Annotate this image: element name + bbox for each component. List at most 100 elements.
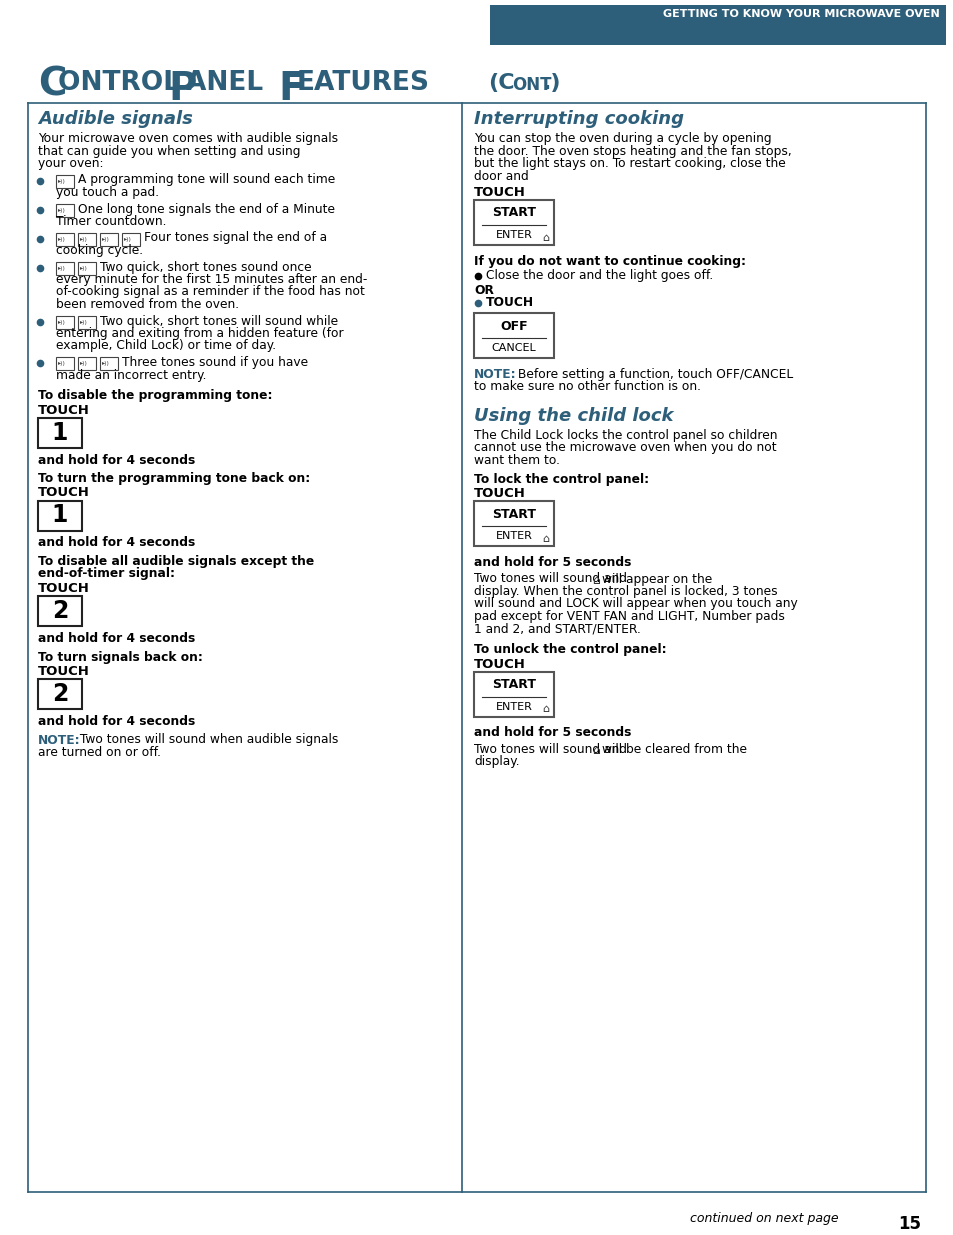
Text: ▸)): ▸)): [58, 362, 66, 367]
Bar: [100, 232, 118, 246]
Text: that can guide you when setting and using: that can guide you when setting and usin…: [38, 144, 300, 158]
Text: example, Child Lock) or time of day.: example, Child Lock) or time of day.: [56, 340, 275, 352]
Text: 15: 15: [898, 1215, 921, 1233]
Bar: [474, 200, 554, 245]
Text: and hold for 5 seconds: and hold for 5 seconds: [474, 556, 631, 569]
Text: 1: 1: [51, 504, 68, 527]
Text: 1: 1: [51, 420, 68, 445]
Bar: [56, 357, 74, 370]
Bar: [38, 500, 82, 531]
Text: TOUCH: TOUCH: [485, 296, 534, 310]
Text: been removed from the oven.: been removed from the oven.: [56, 298, 239, 311]
Text: and hold for 5 seconds: and hold for 5 seconds: [474, 726, 631, 740]
Text: ⌂: ⌂: [592, 743, 599, 757]
Text: cannot use the microwave oven when you do not: cannot use the microwave oven when you d…: [474, 441, 776, 454]
Text: TOUCH: TOUCH: [474, 487, 525, 500]
Text: Two tones will sound and: Two tones will sound and: [474, 573, 630, 585]
Text: Interrupting cooking: Interrupting cooking: [474, 110, 683, 128]
Text: the door. The oven stops heating and the fan stops,: the door. The oven stops heating and the…: [474, 144, 791, 158]
Text: ▸)): ▸)): [80, 362, 88, 367]
Bar: [78, 357, 96, 370]
Text: ⌂: ⌂: [542, 704, 549, 715]
Text: To disable all audible signals except the: To disable all audible signals except th…: [38, 555, 314, 568]
Text: To turn signals back on:: To turn signals back on:: [38, 651, 203, 663]
Text: entering and exiting from a hidden feature (for: entering and exiting from a hidden featu…: [56, 327, 343, 340]
Text: Before setting a function, touch OFF/CANCEL: Before setting a function, touch OFF/CAN…: [514, 368, 792, 382]
Text: To turn the programming tone back on:: To turn the programming tone back on:: [38, 472, 310, 485]
Text: ▸)): ▸)): [80, 266, 88, 270]
Text: ▸)): ▸)): [102, 362, 110, 367]
Bar: [56, 262, 74, 274]
Text: START: START: [492, 678, 536, 692]
Text: TOUCH: TOUCH: [38, 487, 90, 499]
Text: door and: door and: [474, 169, 528, 183]
Text: (C: (C: [488, 73, 514, 93]
Text: 1 and 2, and START/ENTER.: 1 and 2, and START/ENTER.: [474, 622, 640, 636]
Text: and hold for 4 seconds: and hold for 4 seconds: [38, 453, 195, 467]
Text: Timer countdown.: Timer countdown.: [56, 215, 167, 228]
Text: end-of-timer signal:: end-of-timer signal:: [38, 568, 174, 580]
Text: TOUCH: TOUCH: [38, 664, 90, 678]
Bar: [56, 174, 74, 188]
Text: OFF: OFF: [499, 320, 527, 332]
Text: P: P: [168, 70, 196, 107]
Text: Using the child lock: Using the child lock: [474, 408, 673, 425]
Text: your oven:: your oven:: [38, 157, 103, 170]
Text: 2: 2: [51, 599, 68, 622]
Bar: [38, 679, 82, 709]
Text: ▸)): ▸)): [80, 320, 88, 325]
Text: Two quick, short tones will sound while: Two quick, short tones will sound while: [100, 315, 337, 327]
Bar: [56, 204, 74, 216]
Text: pad except for VENT FAN and LIGHT, Number pads: pad except for VENT FAN and LIGHT, Numbe…: [474, 610, 784, 622]
Text: ⌂: ⌂: [592, 573, 599, 587]
Text: TOUCH: TOUCH: [38, 582, 90, 595]
Text: ANEL: ANEL: [186, 70, 272, 96]
Text: ▸)): ▸)): [80, 237, 88, 242]
Bar: [56, 315, 74, 329]
Text: ENTER: ENTER: [495, 531, 532, 541]
Bar: [78, 315, 96, 329]
Text: C: C: [38, 65, 67, 103]
Text: TOUCH: TOUCH: [474, 657, 525, 671]
Text: ▸)): ▸)): [124, 237, 132, 242]
Text: .): .): [542, 73, 561, 93]
Text: ▸)): ▸)): [58, 237, 66, 242]
Text: Four tones signal the end of a: Four tones signal the end of a: [144, 231, 327, 245]
Text: ▸)): ▸)): [58, 179, 66, 184]
Bar: [38, 597, 82, 626]
Text: The Child Lock locks the control panel so children: The Child Lock locks the control panel s…: [474, 429, 777, 442]
Text: To disable the programming tone:: To disable the programming tone:: [38, 389, 273, 403]
Text: You can stop the oven during a cycle by opening: You can stop the oven during a cycle by …: [474, 132, 771, 144]
Text: made an incorrect entry.: made an incorrect entry.: [56, 368, 206, 382]
Text: TOUCH: TOUCH: [474, 186, 525, 199]
Text: display.: display.: [474, 756, 519, 768]
Text: To unlock the control panel:: To unlock the control panel:: [474, 643, 666, 656]
Text: One long tone signals the end of a Minute: One long tone signals the end of a Minut…: [78, 203, 335, 215]
Text: ▸)): ▸)): [58, 266, 66, 270]
Text: continued on next page: continued on next page: [689, 1212, 838, 1225]
Text: ENTER: ENTER: [495, 230, 532, 240]
Text: but the light stays on. To restart cooking, close the: but the light stays on. To restart cooki…: [474, 157, 785, 170]
Text: will appear on the: will appear on the: [601, 573, 712, 585]
Text: ▸)): ▸)): [58, 320, 66, 325]
Text: F: F: [277, 70, 304, 107]
Bar: [78, 262, 96, 274]
Text: Audible signals: Audible signals: [38, 110, 193, 128]
Bar: [100, 357, 118, 370]
Bar: [78, 232, 96, 246]
Bar: [474, 501, 554, 546]
Text: START: START: [492, 206, 536, 220]
Text: and hold for 4 seconds: and hold for 4 seconds: [38, 632, 195, 645]
Text: will be cleared from the: will be cleared from the: [601, 743, 746, 756]
Text: CANCEL: CANCEL: [491, 343, 536, 353]
Text: To lock the control panel:: To lock the control panel:: [474, 473, 648, 485]
Text: TOUCH: TOUCH: [38, 404, 90, 416]
Text: A programming tone will sound each time: A programming tone will sound each time: [78, 173, 335, 186]
Text: want them to.: want them to.: [474, 454, 559, 467]
Text: cooking cycle.: cooking cycle.: [56, 245, 143, 257]
Bar: [38, 417, 82, 447]
Text: Two quick, short tones sound once: Two quick, short tones sound once: [100, 261, 312, 273]
Bar: [56, 232, 74, 246]
Text: ONT: ONT: [512, 77, 551, 94]
Text: display. When the control panel is locked, 3 tones: display. When the control panel is locke…: [474, 585, 777, 598]
